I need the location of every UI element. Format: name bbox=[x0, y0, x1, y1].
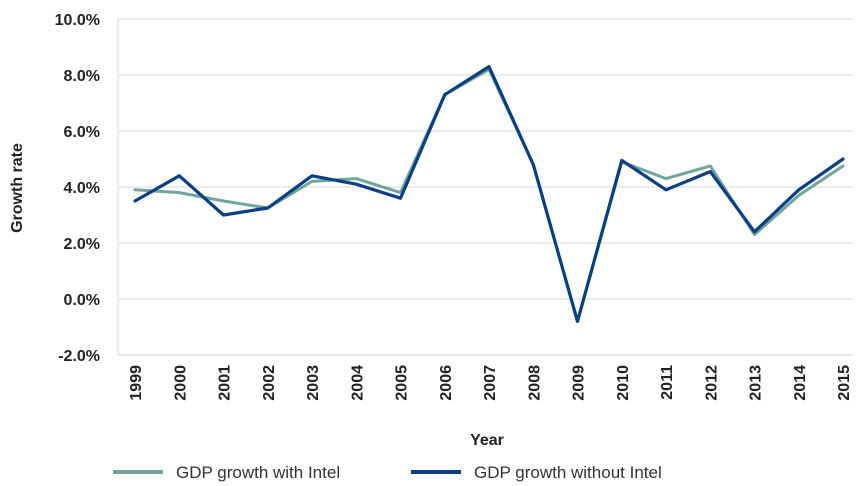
y-tick-label: 4.0% bbox=[64, 180, 100, 197]
x-tick-label: 2006 bbox=[438, 365, 455, 401]
legend: GDP growth with Intel GDP growth without … bbox=[113, 463, 662, 482]
x-tick-label: 2003 bbox=[305, 365, 322, 401]
x-tick-label: 2005 bbox=[394, 365, 411, 401]
x-axis-title: Year bbox=[470, 432, 504, 449]
y-tick-label: 0.0% bbox=[64, 292, 100, 309]
x-tick-label: 2015 bbox=[836, 365, 853, 401]
legend-label: GDP growth with Intel bbox=[176, 463, 340, 482]
x-tick-label: 2009 bbox=[571, 365, 588, 401]
y-axis-title: Growth rate bbox=[9, 143, 26, 233]
y-tick-label: -2.0% bbox=[58, 348, 100, 365]
legend-label: GDP growth without Intel bbox=[474, 463, 662, 482]
x-tick-label: 2010 bbox=[615, 365, 632, 401]
x-tick-label: 2001 bbox=[217, 365, 234, 401]
x-tick-labels: 1999 2000 2001 2002 2003 2004 2005 2006 2007 2008… bbox=[128, 365, 853, 401]
x-tick-label: 2012 bbox=[703, 365, 720, 401]
y-tick-label: 8.0% bbox=[64, 68, 100, 85]
x-tick-label: 2014 bbox=[792, 365, 809, 401]
x-tick-label: 2008 bbox=[526, 365, 543, 401]
y-tick-label: 10.0% bbox=[55, 12, 100, 29]
series-line-without-intel bbox=[133, 64, 845, 323]
series-lines bbox=[133, 64, 845, 323]
legend-item: GDP growth without Intel bbox=[411, 463, 662, 482]
x-tick-label: 2013 bbox=[748, 365, 765, 401]
x-tick-label: 2004 bbox=[349, 365, 366, 401]
x-tick-label: 2007 bbox=[482, 365, 499, 401]
x-tick-label: 1999 bbox=[128, 365, 145, 401]
x-tick-label: 2011 bbox=[659, 365, 676, 400]
y-tick-label: 2.0% bbox=[64, 236, 100, 253]
x-tick-label: 2002 bbox=[261, 365, 278, 401]
x-tick-label: 2000 bbox=[172, 365, 189, 401]
legend-item: GDP growth with Intel bbox=[113, 463, 340, 482]
gridlines bbox=[117, 18, 853, 356]
y-tick-label: 6.0% bbox=[64, 124, 100, 141]
y-tick-labels: -2.0% 0.0% 2.0% 4.0% 6.0% 8.0% 10.0% bbox=[55, 12, 100, 365]
series-line-with-intel bbox=[133, 67, 845, 323]
